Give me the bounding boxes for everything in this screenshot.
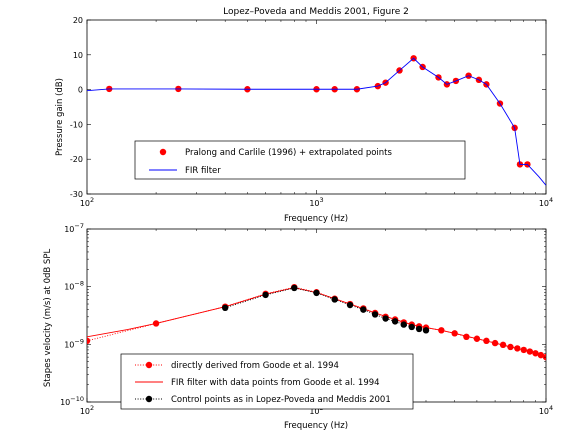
top-y-tick-label: -30 bbox=[70, 190, 83, 199]
top-legend: Pralong and Carlile (1996) + extrapolate… bbox=[134, 140, 466, 180]
pressure-gain-chart: Lopez–Poveda and Meddis 2001, Figure 2 1… bbox=[55, 7, 553, 224]
bottom-series-3-point bbox=[422, 327, 430, 334]
bottom-series-3-line bbox=[225, 287, 427, 331]
top-y-tick-label: -10 bbox=[70, 120, 83, 129]
top-legend-swatch-marker bbox=[159, 148, 167, 156]
bottom-series-3-point bbox=[221, 304, 229, 312]
bottom-x-tick-label: 104 bbox=[539, 404, 553, 416]
bottom-y-tick-label: 10−8 bbox=[64, 280, 84, 292]
bottom-y-tick-label: 10−10 bbox=[60, 395, 84, 407]
top-y-tick-label: 10 bbox=[73, 51, 83, 60]
bottom-y-tick-label: 10−7 bbox=[64, 222, 84, 234]
bottom-series-3-point bbox=[262, 291, 269, 299]
bottom-legend-box bbox=[120, 353, 414, 410]
bottom-legend-entry: Control points as in Lopez-Poveda and Me… bbox=[171, 395, 391, 405]
bottom-series-3-point bbox=[291, 284, 298, 292]
bottom-legend-entry: directly derived from Goode et al. 1994 bbox=[171, 361, 339, 371]
top-x-tick-label: 103 bbox=[309, 196, 323, 208]
bottom-series-3-point bbox=[371, 311, 379, 318]
top-series-2-line bbox=[87, 57, 546, 186]
bottom-series-3-point bbox=[415, 325, 423, 333]
bottom-legend-swatch-marker bbox=[145, 395, 153, 403]
bottom-y-axis-label: Stapes velocity (m/s) at 0dB SPL bbox=[43, 249, 53, 388]
chart-title: Lopez–Poveda and Meddis 2001, Figure 2 bbox=[223, 7, 409, 17]
top-legend-box bbox=[134, 140, 466, 180]
bottom-series-1-point bbox=[463, 333, 470, 341]
bottom-series-3-point bbox=[313, 289, 320, 297]
top-x-tick-label: 104 bbox=[539, 196, 553, 208]
bottom-series-3-point bbox=[400, 321, 407, 328]
top-y-tick-label: -20 bbox=[70, 155, 83, 164]
bottom-series-1-point bbox=[87, 337, 91, 345]
top-legend-entry: Pralong and Carlile (1996) + extrapolate… bbox=[185, 148, 393, 158]
bottom-legend-entry: FIR filter with data points from Goode e… bbox=[171, 378, 380, 388]
bottom-series-3-point bbox=[346, 301, 354, 309]
bottom-series-3-point bbox=[382, 315, 389, 322]
bottom-series-3-point bbox=[391, 318, 399, 325]
bottom-series-3-point bbox=[360, 306, 367, 313]
bottom-series-3-point bbox=[408, 323, 415, 331]
top-x-tick-label: 102 bbox=[80, 196, 94, 208]
bottom-x-axis-label: Frequency (Hz) bbox=[284, 421, 348, 431]
top-legend-entry: FIR filter bbox=[185, 166, 221, 176]
top-x-axis-label: Frequency (Hz) bbox=[284, 214, 348, 224]
bottom-series-3-point bbox=[331, 296, 338, 303]
top-y-axis-label: Pressure gain (dB) bbox=[55, 78, 65, 156]
top-y-tick-label: 20 bbox=[73, 16, 83, 25]
top-y-tick-label: 0 bbox=[78, 86, 83, 95]
bottom-x-tick-label: 102 bbox=[80, 404, 94, 416]
bottom-legend: directly derived from Goode et al. 1994 F… bbox=[120, 353, 414, 410]
bottom-legend-swatch-marker bbox=[145, 361, 153, 369]
bottom-y-tick-label: 10−9 bbox=[64, 337, 84, 349]
